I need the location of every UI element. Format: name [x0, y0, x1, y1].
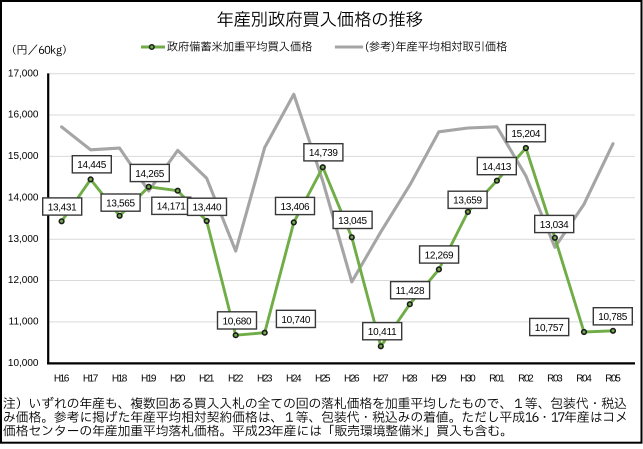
svg-text:11,428: 11,428 — [396, 286, 425, 297]
svg-text:R03: R03 — [547, 373, 563, 384]
svg-text:10,000: 10,000 — [8, 358, 39, 369]
svg-text:10,740: 10,740 — [281, 315, 310, 326]
svg-text:14,265: 14,265 — [135, 169, 164, 180]
svg-text:H25: H25 — [315, 373, 331, 384]
svg-text:15,204: 15,204 — [511, 129, 540, 140]
svg-text:14,171: 14,171 — [157, 202, 186, 213]
svg-text:13,659: 13,659 — [453, 196, 482, 207]
svg-text:H24: H24 — [286, 373, 302, 384]
svg-text:13,406: 13,406 — [281, 202, 310, 213]
svg-text:H22: H22 — [228, 373, 244, 384]
svg-text:13,565: 13,565 — [106, 199, 135, 210]
svg-text:11,000: 11,000 — [9, 317, 39, 328]
svg-text:H18: H18 — [112, 373, 128, 384]
svg-text:13,431: 13,431 — [48, 202, 77, 213]
svg-text:10,757: 10,757 — [535, 323, 564, 334]
svg-text:13,045: 13,045 — [338, 216, 367, 227]
svg-text:13,000: 13,000 — [8, 234, 39, 245]
svg-text:R04: R04 — [576, 373, 592, 384]
svg-text:17,000: 17,000 — [8, 68, 39, 79]
svg-text:H16: H16 — [54, 373, 70, 384]
svg-text:16,000: 16,000 — [8, 110, 39, 121]
svg-text:H29: H29 — [431, 373, 447, 384]
svg-text:14,445: 14,445 — [77, 160, 106, 171]
svg-text:H17: H17 — [83, 373, 99, 384]
svg-text:H30: H30 — [460, 373, 476, 384]
svg-text:14,739: 14,739 — [309, 148, 338, 159]
svg-text:13,034: 13,034 — [540, 220, 569, 231]
svg-text:H26: H26 — [344, 373, 360, 384]
svg-text:R01: R01 — [489, 373, 505, 384]
svg-text:H20: H20 — [170, 373, 186, 384]
svg-text:R02: R02 — [518, 373, 534, 384]
svg-text:10,785: 10,785 — [598, 312, 627, 323]
svg-text:H21: H21 — [199, 373, 215, 384]
svg-text:H23: H23 — [257, 373, 273, 384]
svg-text:H19: H19 — [141, 373, 157, 384]
svg-text:15,000: 15,000 — [8, 151, 39, 162]
svg-text:12,269: 12,269 — [425, 250, 454, 261]
svg-text:10,411: 10,411 — [368, 327, 397, 338]
svg-text:H28: H28 — [402, 373, 418, 384]
svg-text:R05: R05 — [605, 373, 621, 384]
svg-text:10,680: 10,680 — [223, 316, 252, 327]
svg-text:13,440: 13,440 — [193, 203, 222, 214]
svg-text:14,413: 14,413 — [482, 162, 511, 173]
svg-text:14,000: 14,000 — [8, 193, 39, 204]
svg-text:12,000: 12,000 — [8, 275, 39, 286]
svg-text:H27: H27 — [373, 373, 389, 384]
